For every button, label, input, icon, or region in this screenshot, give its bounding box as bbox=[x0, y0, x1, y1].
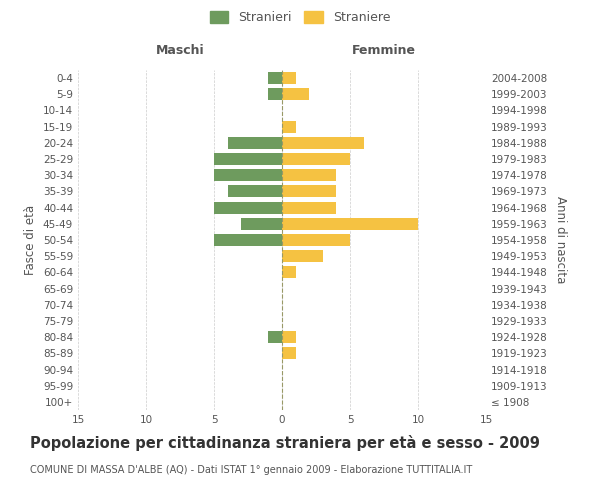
Bar bbox=[227, 137, 282, 149]
Bar bbox=[282, 153, 350, 165]
Text: Femmine: Femmine bbox=[352, 44, 416, 58]
Bar bbox=[268, 88, 282, 101]
Text: Maschi: Maschi bbox=[155, 44, 205, 58]
Bar bbox=[282, 234, 350, 246]
Y-axis label: Fasce di età: Fasce di età bbox=[25, 205, 37, 275]
Bar bbox=[282, 169, 337, 181]
Legend: Stranieri, Straniere: Stranieri, Straniere bbox=[209, 11, 391, 24]
Bar bbox=[268, 331, 282, 343]
Bar bbox=[282, 266, 296, 278]
Bar bbox=[241, 218, 282, 230]
Bar bbox=[282, 72, 296, 84]
Bar bbox=[282, 331, 296, 343]
Bar bbox=[282, 186, 337, 198]
Bar bbox=[282, 88, 309, 101]
Bar bbox=[214, 234, 282, 246]
Bar bbox=[282, 137, 364, 149]
Bar bbox=[282, 202, 337, 213]
Bar bbox=[214, 153, 282, 165]
Bar bbox=[282, 348, 296, 360]
Bar bbox=[282, 218, 418, 230]
Bar bbox=[227, 186, 282, 198]
Bar bbox=[268, 72, 282, 84]
Text: COMUNE DI MASSA D'ALBE (AQ) - Dati ISTAT 1° gennaio 2009 - Elaborazione TUTTITAL: COMUNE DI MASSA D'ALBE (AQ) - Dati ISTAT… bbox=[30, 465, 472, 475]
Bar bbox=[282, 120, 296, 132]
Bar bbox=[282, 250, 323, 262]
Y-axis label: Anni di nascita: Anni di nascita bbox=[554, 196, 567, 284]
Text: Popolazione per cittadinanza straniera per età e sesso - 2009: Popolazione per cittadinanza straniera p… bbox=[30, 435, 540, 451]
Bar bbox=[214, 202, 282, 213]
Bar bbox=[214, 169, 282, 181]
